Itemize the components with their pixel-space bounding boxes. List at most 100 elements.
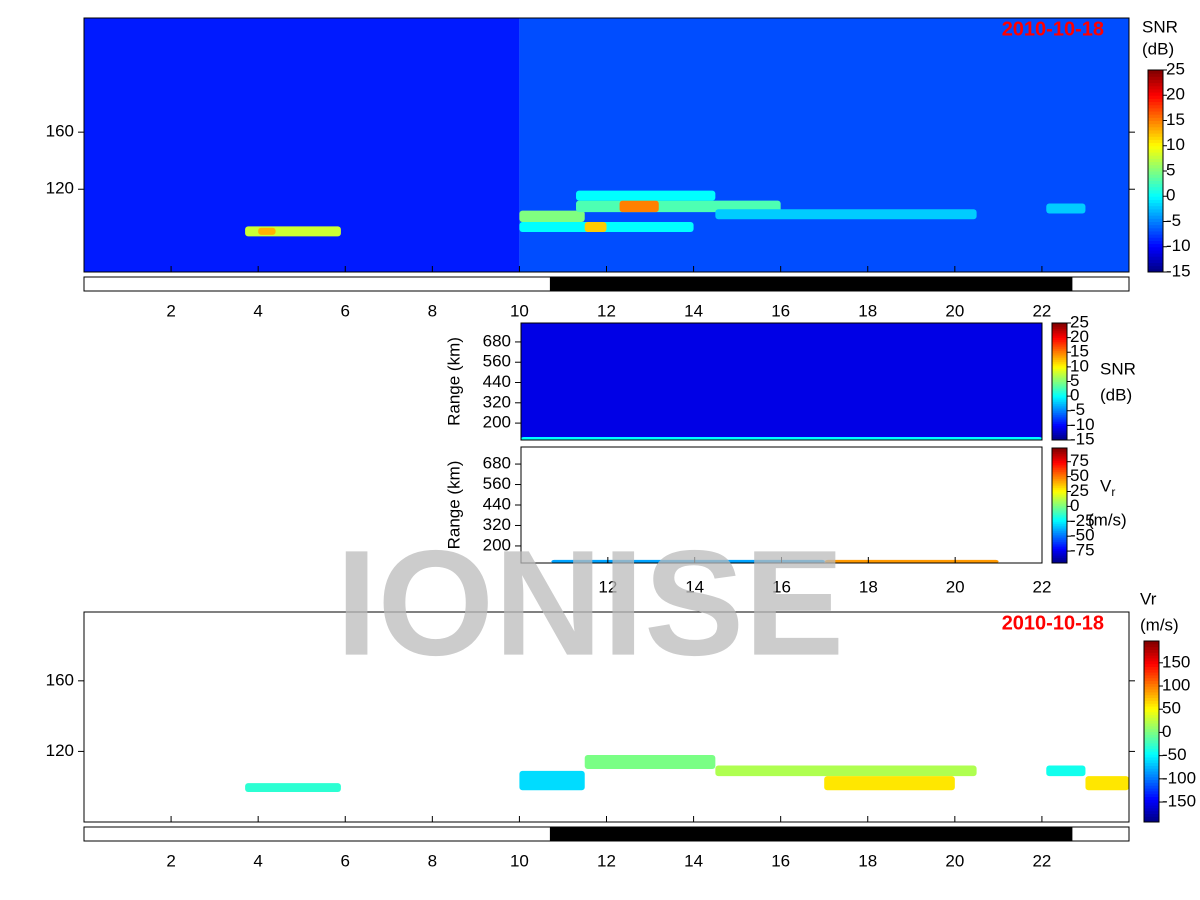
colorbar-step xyxy=(1148,92,1163,96)
plot-area xyxy=(521,447,1042,563)
colorbar-tick-label: 0 xyxy=(1166,186,1175,205)
night-bar xyxy=(549,827,1073,841)
colorbar-step xyxy=(1052,377,1067,381)
x-tick-label: 8 xyxy=(428,851,437,870)
colorbar-step xyxy=(1052,376,1067,379)
colorbar-step xyxy=(1052,507,1067,510)
colorbar-step xyxy=(1148,155,1163,159)
y-tick-label: 680 xyxy=(483,331,511,350)
colorbar-frame xyxy=(1051,447,1068,564)
colorbar-step xyxy=(1052,516,1067,519)
y-tick-label: 120 xyxy=(46,741,74,760)
colorbar-step xyxy=(1148,70,1163,74)
colorbar-step xyxy=(1148,183,1163,188)
colorbar-step xyxy=(1052,557,1067,560)
colorbar-step xyxy=(1148,224,1163,229)
colorbar-step xyxy=(1052,503,1067,506)
watermark: IONISE xyxy=(336,519,844,687)
x-tick-label: 2 xyxy=(166,851,175,870)
colorbar-step xyxy=(1148,193,1163,197)
colorbar-step xyxy=(1144,706,1159,710)
colorbar-step xyxy=(1144,700,1159,704)
colorbar-step xyxy=(1052,370,1067,373)
colorbar-step xyxy=(1144,771,1159,775)
x-tick-label: 16 xyxy=(771,301,790,320)
colorbar-tick-label: 15 xyxy=(1166,110,1185,129)
y-tick-label: 560 xyxy=(483,474,511,493)
colorbar-step xyxy=(1052,510,1067,514)
x-tick-label: 6 xyxy=(341,301,350,320)
y-tick-label: 680 xyxy=(483,454,511,473)
colorbar-step xyxy=(1052,412,1067,415)
colorbar-step xyxy=(1052,536,1067,539)
colorbar-step xyxy=(1148,253,1163,257)
colorbar-step xyxy=(1052,346,1067,350)
colorbar-step xyxy=(1148,218,1163,222)
colorbar-step xyxy=(1148,136,1163,140)
colorbar-step xyxy=(1052,418,1067,421)
colorbar-step xyxy=(1052,368,1067,372)
colorbar-step xyxy=(1144,779,1159,783)
colorbar-step xyxy=(1144,657,1159,662)
colorbar-step xyxy=(1148,189,1163,194)
colorbar-step xyxy=(1052,374,1067,377)
colorbar-step xyxy=(1144,697,1159,701)
colorbar-step xyxy=(1052,383,1067,386)
colorbar-step xyxy=(1052,550,1067,553)
colorbar-step xyxy=(1144,793,1159,798)
colorbar-step xyxy=(1144,680,1159,684)
colorbar-tick-label: 10 xyxy=(1070,356,1089,375)
colorbar-step xyxy=(1144,742,1159,747)
colorbar-step xyxy=(1052,473,1067,476)
colorbar-step xyxy=(1144,788,1159,792)
colorbar-step xyxy=(1052,480,1067,483)
colorbar-step xyxy=(1052,449,1067,453)
date-label: 2010-10-18 xyxy=(1002,612,1104,634)
x-tick-label: 4 xyxy=(253,851,262,870)
colorbar-step xyxy=(1052,498,1067,501)
colorbar-title: Vr xyxy=(1140,589,1157,608)
colorbar-step xyxy=(1052,408,1067,412)
colorbar-step xyxy=(1148,107,1163,112)
colorbar-step xyxy=(1052,385,1067,388)
colorbar-step xyxy=(1148,133,1163,137)
colorbar-step xyxy=(1052,361,1067,364)
colorbar-tick-label: 20 xyxy=(1166,85,1185,104)
colorbar-step xyxy=(1052,546,1067,550)
colorbar-step xyxy=(1148,227,1163,232)
colorbar-step xyxy=(1148,145,1163,150)
colorbar-step xyxy=(1148,171,1163,175)
colorbar-step xyxy=(1052,541,1067,544)
y-tick-label: 320 xyxy=(483,515,511,534)
x-tick-label: 6 xyxy=(341,851,350,870)
colorbar-step xyxy=(1052,350,1067,353)
colorbar-step xyxy=(1052,539,1067,542)
data-cell xyxy=(715,765,977,777)
colorbar-step xyxy=(1148,111,1163,115)
colorbar-step xyxy=(1144,807,1159,812)
x-tick-label: 14 xyxy=(685,577,704,596)
colorbar-tick-label: -5 xyxy=(1070,400,1085,419)
colorbar-tick-label: 5 xyxy=(1166,160,1175,179)
x-tick-label: 18 xyxy=(858,301,877,320)
colorbar-step xyxy=(1148,230,1163,235)
colorbar-step xyxy=(1052,491,1067,494)
colorbar-step xyxy=(1148,215,1163,219)
colorbar-tick-label: -5 xyxy=(1166,211,1181,230)
colorbar-step xyxy=(1148,259,1163,264)
colorbar-step xyxy=(1148,161,1163,166)
colorbar-step xyxy=(1052,328,1067,331)
x-tick-label: 12 xyxy=(598,577,617,596)
data-cell xyxy=(519,770,585,791)
colorbar-step xyxy=(1148,73,1163,77)
colorbar-step xyxy=(1144,720,1159,724)
x-tick-label: 18 xyxy=(858,851,877,870)
colorbar-step xyxy=(1148,265,1163,270)
colorbar-step xyxy=(1148,158,1163,163)
plot-frame xyxy=(520,322,1043,441)
colorbar-step xyxy=(1052,514,1067,517)
colorbar-step xyxy=(1144,816,1159,820)
colorbar-step xyxy=(1052,492,1067,496)
colorbar-step xyxy=(1148,85,1163,90)
data-cell xyxy=(551,559,825,563)
